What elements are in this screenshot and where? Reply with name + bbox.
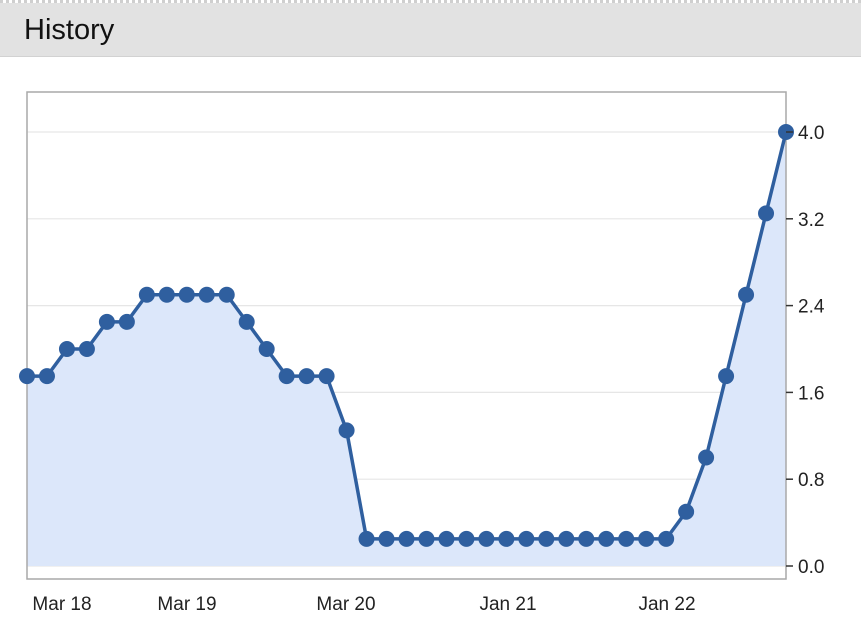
data-point <box>338 422 355 439</box>
x-tick-label: Jan 22 <box>638 594 695 615</box>
data-point <box>498 530 515 547</box>
y-axis-ticks: 0.0 0.8 1.6 2.4 3.2 4.0 <box>786 123 825 578</box>
data-point <box>758 205 775 222</box>
data-point <box>58 341 75 357</box>
data-point <box>518 530 535 547</box>
data-point <box>218 286 235 303</box>
data-point <box>478 530 495 547</box>
y-tick-label: 0.8 <box>798 470 824 491</box>
data-point <box>658 530 675 547</box>
data-point <box>78 341 95 357</box>
data-point <box>578 530 595 547</box>
data-point <box>278 368 295 385</box>
data-point <box>158 286 175 303</box>
x-tick-label: Mar 18 <box>32 594 91 615</box>
data-point <box>558 530 575 547</box>
x-axis-ticks: Mar 18 Mar 19 Mar 20 Jan 21 Jan 22 <box>32 594 695 615</box>
data-point <box>298 368 315 385</box>
y-tick-label: 1.6 <box>798 383 824 404</box>
y-tick-label: 3.2 <box>798 210 824 231</box>
data-point <box>38 368 55 385</box>
data-point <box>198 286 215 303</box>
data-point <box>118 313 135 330</box>
data-point <box>618 530 635 547</box>
data-point <box>398 530 415 547</box>
area-fill <box>27 132 786 566</box>
data-points <box>19 124 794 547</box>
data-point <box>258 341 275 357</box>
data-point <box>138 286 155 303</box>
data-point <box>598 530 615 547</box>
x-tick-label: Mar 19 <box>157 594 216 615</box>
data-point <box>178 286 195 303</box>
y-tick-label: 0.0 <box>798 557 824 578</box>
data-point <box>538 530 555 547</box>
data-point <box>238 313 255 330</box>
x-tick-label: Jan 21 <box>479 594 536 615</box>
data-point <box>378 530 395 547</box>
data-point <box>318 368 335 385</box>
top-divider <box>0 0 861 3</box>
plot-frame <box>26 91 787 580</box>
data-point <box>458 530 475 547</box>
data-point <box>98 313 115 330</box>
data-point <box>738 286 755 303</box>
y-tick-label: 2.4 <box>798 297 825 318</box>
section-title: History <box>24 14 115 46</box>
data-point <box>718 368 735 385</box>
data-point <box>678 503 695 520</box>
data-point <box>19 368 35 385</box>
data-point <box>698 449 715 466</box>
data-point <box>638 530 655 547</box>
data-point <box>358 530 375 547</box>
data-point <box>438 530 455 547</box>
section-header: History <box>0 3 861 57</box>
x-tick-label: Mar 20 <box>316 594 375 615</box>
y-tick-label: 4.0 <box>798 123 824 144</box>
data-point <box>418 530 435 547</box>
